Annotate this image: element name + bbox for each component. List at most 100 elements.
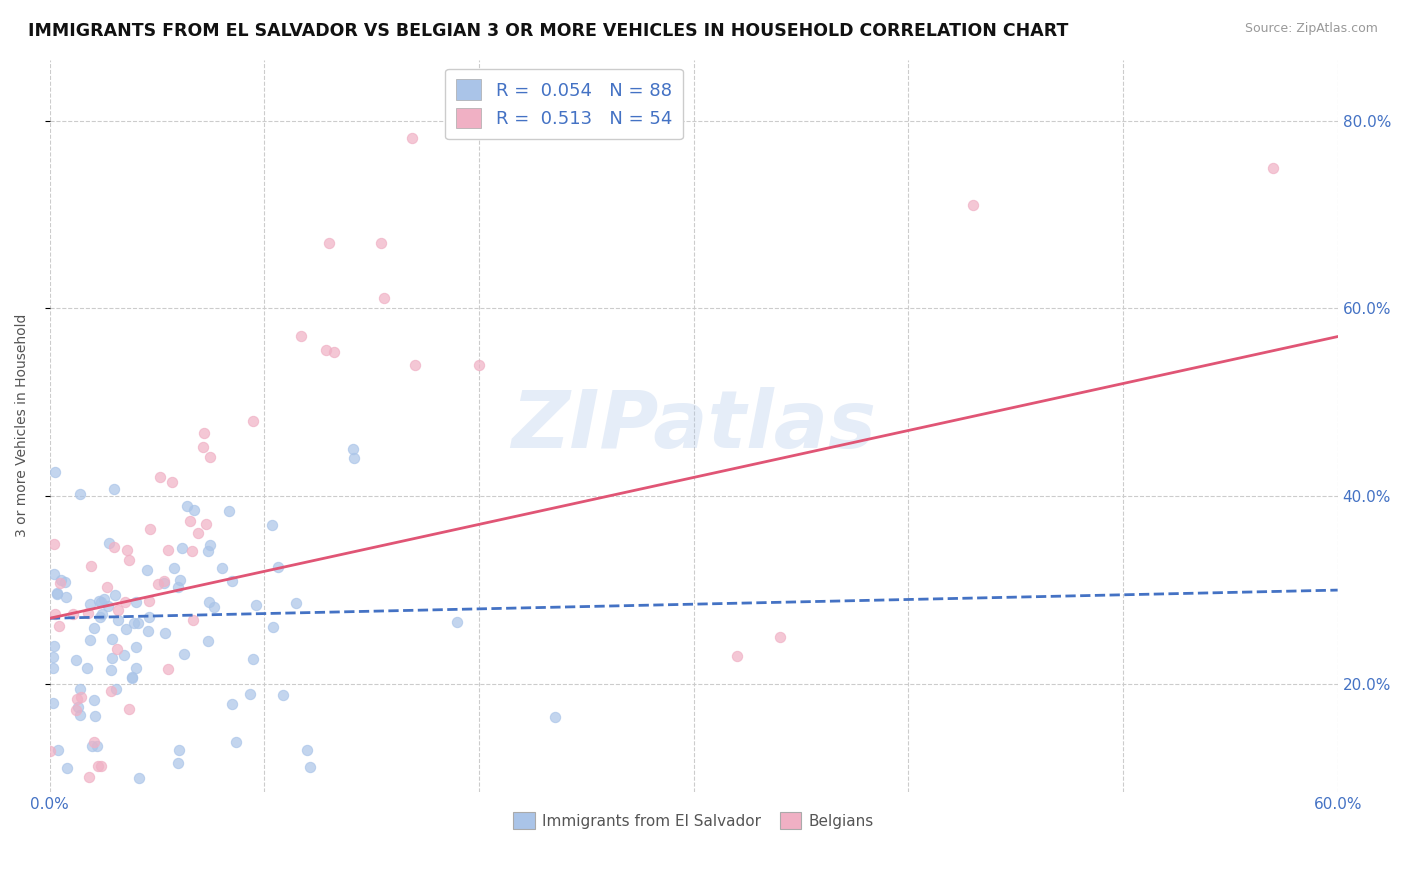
Point [107, 603, 129, 617]
Point [83, 708, 105, 723]
Point [76, 661, 98, 675]
Point [121, 671, 143, 685]
Point [65, 653, 87, 667]
Point [163, 561, 186, 575]
Point [42, 650, 65, 665]
Point [343, 450, 366, 465]
Point [318, 235, 340, 250]
Point [76, 606, 98, 620]
Point [285, 596, 308, 610]
Point [167, 580, 190, 594]
Point [404, 358, 426, 372]
Point [181, 613, 204, 627]
Point [42, 660, 65, 674]
Point [138, 593, 160, 607]
Point [87, 594, 110, 608]
Point [65, 703, 87, 717]
Point [725, 648, 748, 663]
Point [125, 661, 148, 675]
Point [97, 536, 120, 550]
Point [193, 440, 215, 454]
Point [121, 670, 143, 684]
Point [104, 588, 127, 602]
Point [44, 465, 66, 479]
Point [170, 541, 193, 555]
Point [114, 595, 136, 609]
Legend: Immigrants from El Salvador, Belgians: Immigrants from El Salvador, Belgians [508, 805, 880, 836]
Point [198, 595, 221, 609]
Point [70, 690, 93, 704]
Point [103, 482, 125, 496]
Point [83, 735, 105, 749]
Point [271, 688, 294, 702]
Point [468, 358, 491, 372]
Point [93, 591, 115, 606]
Point [118, 701, 141, 715]
Point [46, 586, 69, 600]
Point [169, 573, 191, 587]
Point [183, 503, 205, 517]
Point [55, 591, 77, 605]
Point [77, 770, 100, 784]
Point [62, 607, 84, 622]
Point [138, 610, 160, 624]
Point [107, 613, 129, 627]
Point [195, 516, 218, 531]
Point [90, 595, 112, 609]
Point [401, 131, 423, 145]
Point [42, 639, 65, 653]
Point [242, 414, 264, 428]
Point [342, 442, 364, 457]
Text: ZIPatlas: ZIPatlas [512, 387, 876, 465]
Point [139, 522, 162, 536]
Point [97, 599, 120, 613]
Point [105, 642, 128, 657]
Point [79, 633, 101, 648]
Point [202, 599, 225, 614]
Text: Source: ZipAtlas.com: Source: ZipAtlas.com [1244, 22, 1378, 36]
Point [262, 620, 284, 634]
Point [101, 632, 124, 647]
Point [90, 607, 112, 621]
Point [197, 544, 219, 558]
Point [160, 475, 183, 489]
Point [89, 610, 111, 624]
Point [176, 499, 198, 513]
Point [48, 576, 70, 591]
Point [211, 561, 233, 575]
Point [315, 343, 337, 357]
Point [83, 693, 105, 707]
Point [45, 586, 67, 600]
Point [90, 759, 112, 773]
Point [187, 526, 209, 541]
Point [239, 687, 262, 701]
Point [39, 744, 62, 758]
Point [148, 577, 170, 591]
Point [42, 567, 65, 582]
Point [136, 624, 159, 638]
Point [103, 541, 125, 555]
Point [135, 563, 157, 577]
Point [100, 683, 122, 698]
Point [44, 607, 66, 621]
Point [267, 560, 290, 574]
Point [173, 647, 195, 661]
Point [44, 537, 66, 551]
Point [181, 543, 204, 558]
Point [51, 574, 73, 588]
Point [322, 345, 344, 359]
Point [193, 425, 215, 440]
Point [370, 236, 392, 251]
Point [115, 622, 138, 636]
Point [115, 542, 138, 557]
Point [53, 575, 76, 590]
Point [122, 615, 145, 630]
Point [69, 487, 91, 501]
Point [198, 538, 221, 552]
Point [69, 682, 91, 697]
Point [100, 663, 122, 677]
Point [80, 558, 103, 573]
Point [65, 692, 87, 706]
Point [299, 760, 322, 774]
Point [167, 742, 190, 756]
